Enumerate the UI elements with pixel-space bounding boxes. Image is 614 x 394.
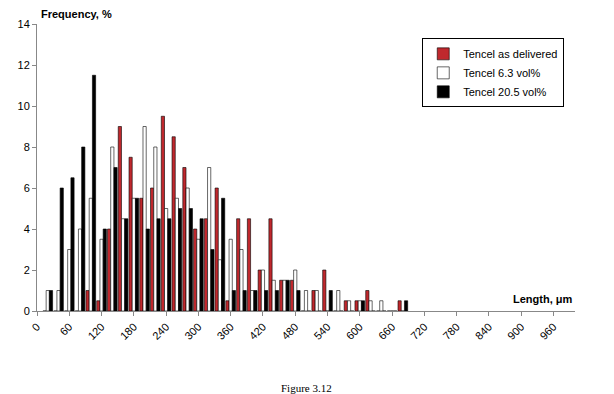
svg-text:180: 180	[118, 321, 139, 342]
svg-text:Figure 3.12: Figure 3.12	[281, 382, 332, 394]
svg-text:540: 540	[311, 321, 332, 342]
svg-text:480: 480	[279, 321, 300, 342]
svg-text:0: 0	[29, 321, 42, 334]
svg-text:4: 4	[24, 223, 30, 235]
svg-text:Length, μm: Length, μm	[513, 293, 573, 305]
svg-text:780: 780	[440, 321, 461, 342]
svg-text:420: 420	[247, 321, 268, 342]
svg-text:Frequency, %: Frequency, %	[41, 8, 112, 20]
svg-text:8: 8	[24, 141, 30, 153]
svg-text:Tencel as delivered: Tencel as delivered	[463, 48, 557, 60]
svg-text:60: 60	[57, 321, 74, 338]
svg-text:360: 360	[215, 321, 236, 342]
svg-text:10: 10	[18, 100, 30, 112]
svg-text:960: 960	[537, 321, 558, 342]
svg-text:0: 0	[24, 305, 30, 317]
svg-text:660: 660	[376, 321, 397, 342]
svg-text:120: 120	[85, 321, 106, 342]
svg-text:12: 12	[18, 59, 30, 71]
svg-text:6: 6	[24, 182, 30, 194]
svg-text:Tencel 20.5 vol%: Tencel 20.5 vol%	[463, 86, 546, 98]
svg-text:Tencel 6.3 vol%: Tencel 6.3 vol%	[463, 67, 540, 79]
svg-text:14: 14	[18, 18, 30, 30]
svg-text:300: 300	[182, 321, 203, 342]
svg-text:840: 840	[473, 321, 494, 342]
svg-text:600: 600	[344, 321, 365, 342]
svg-text:900: 900	[505, 321, 526, 342]
svg-text:240: 240	[150, 321, 171, 342]
svg-text:720: 720	[408, 321, 429, 342]
svg-text:2: 2	[24, 264, 30, 276]
